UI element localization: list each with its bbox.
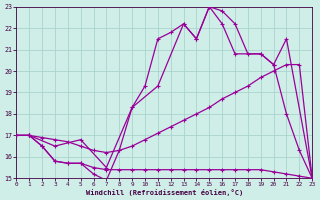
X-axis label: Windchill (Refroidissement éolien,°C): Windchill (Refroidissement éolien,°C) — [86, 189, 243, 196]
